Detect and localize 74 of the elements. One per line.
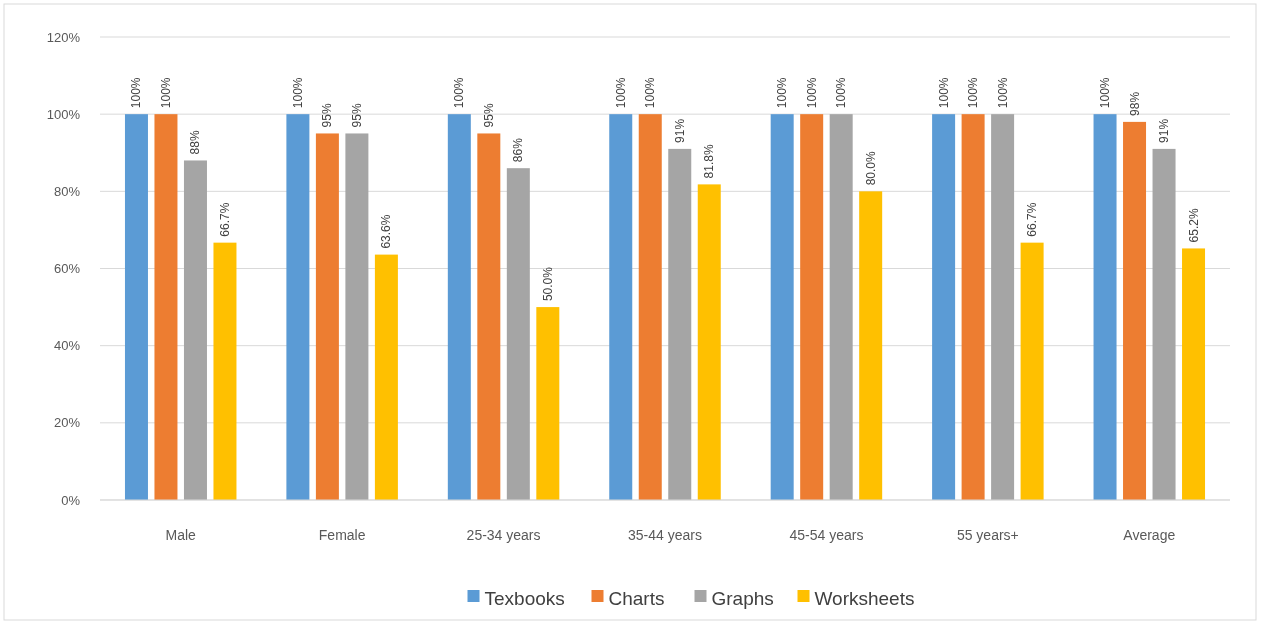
x-tick-label: 35-44 years bbox=[628, 527, 702, 543]
bar bbox=[477, 133, 501, 500]
x-tick-label: 55 years+ bbox=[956, 527, 1019, 543]
bar bbox=[447, 114, 471, 500]
legend-label: Texbooks bbox=[484, 587, 565, 609]
y-tick-label: 40% bbox=[53, 338, 81, 354]
x-tick-label: Male bbox=[165, 527, 197, 543]
data-label: 88% bbox=[188, 130, 203, 155]
legend-label: Worksheets bbox=[814, 587, 915, 609]
data-label: 100% bbox=[804, 77, 819, 109]
bar bbox=[638, 114, 662, 500]
bar bbox=[1123, 121, 1147, 500]
x-tick-label: Female bbox=[318, 527, 366, 543]
data-label: 63.6% bbox=[379, 214, 394, 249]
data-label: 100% bbox=[290, 77, 305, 109]
data-label: 100% bbox=[613, 77, 628, 109]
bar bbox=[183, 160, 207, 500]
data-label: 100% bbox=[452, 77, 467, 109]
data-label: 86% bbox=[511, 137, 526, 163]
data-label: 66.7% bbox=[217, 202, 232, 237]
bar bbox=[800, 114, 824, 500]
data-label: 100% bbox=[936, 77, 951, 109]
bar bbox=[315, 133, 339, 500]
x-tick-label: 45-54 years bbox=[789, 527, 864, 543]
y-tick-label: 80% bbox=[53, 183, 81, 199]
bar bbox=[536, 307, 560, 500]
y-tick-label: 100% bbox=[46, 106, 81, 122]
bar bbox=[286, 114, 310, 500]
data-label: 95% bbox=[320, 103, 335, 128]
bar bbox=[991, 114, 1015, 500]
bar bbox=[770, 114, 794, 500]
bar bbox=[932, 114, 956, 500]
data-label: 100% bbox=[995, 77, 1010, 109]
legend-label: Charts bbox=[608, 587, 665, 609]
y-tick-label: 20% bbox=[53, 415, 81, 431]
data-label: 91% bbox=[1157, 118, 1172, 143]
data-label: 95% bbox=[481, 103, 496, 128]
bar bbox=[154, 114, 178, 500]
data-label: 100% bbox=[158, 77, 173, 109]
x-tick-label: 25-34 years bbox=[466, 527, 541, 543]
bar bbox=[345, 133, 369, 500]
bar bbox=[124, 114, 148, 500]
data-label: 100% bbox=[129, 77, 144, 109]
bar bbox=[1182, 248, 1206, 500]
data-label: 98% bbox=[1127, 91, 1142, 116]
bar bbox=[961, 114, 985, 500]
y-tick-label: 60% bbox=[53, 261, 81, 277]
data-label: 66.7% bbox=[1025, 202, 1040, 237]
bar bbox=[668, 148, 692, 500]
data-label: 65.2% bbox=[1186, 208, 1201, 243]
bar bbox=[697, 184, 721, 500]
bar bbox=[829, 114, 853, 500]
y-tick-label: 0% bbox=[61, 492, 81, 508]
y-tick-label: 120% bbox=[46, 29, 81, 45]
data-label: 81.8% bbox=[702, 144, 717, 179]
bar bbox=[859, 191, 883, 500]
data-label: 91% bbox=[672, 118, 687, 143]
legend-label: Graphs bbox=[711, 587, 774, 609]
data-label: 100% bbox=[966, 77, 981, 109]
bar bbox=[506, 168, 530, 500]
bar bbox=[1093, 114, 1117, 500]
data-label: 100% bbox=[1098, 77, 1113, 109]
data-label: 95% bbox=[349, 103, 364, 128]
bar bbox=[1152, 148, 1176, 500]
data-label: 100% bbox=[643, 77, 658, 109]
data-label: 80.0% bbox=[863, 150, 878, 186]
bar bbox=[213, 242, 237, 500]
x-tick-label: Average bbox=[1123, 527, 1176, 543]
data-label: 100% bbox=[834, 77, 849, 109]
data-label: 50.0% bbox=[540, 266, 555, 302]
data-label: 100% bbox=[775, 77, 790, 109]
bar bbox=[374, 254, 398, 500]
bar bbox=[1020, 242, 1044, 500]
bar bbox=[609, 114, 633, 500]
